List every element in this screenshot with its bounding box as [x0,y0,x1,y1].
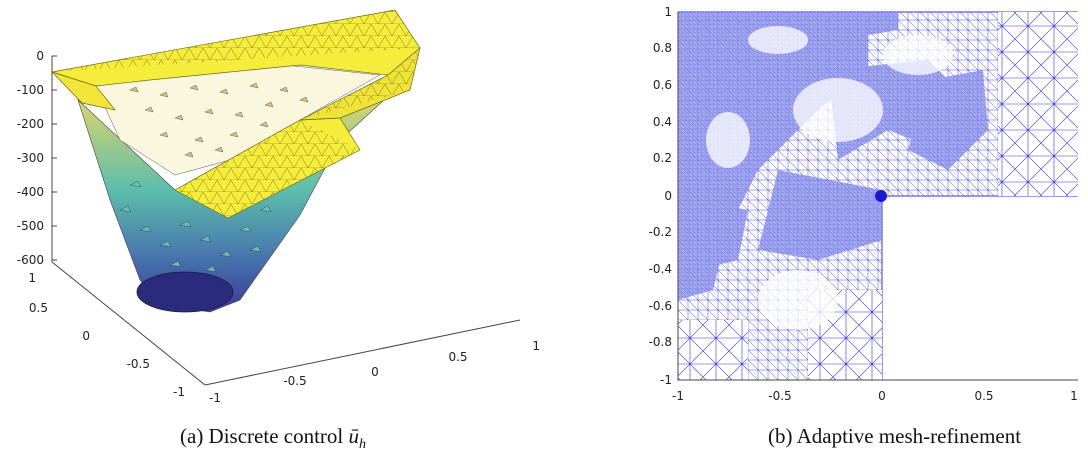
z-tick-label: -500 [17,219,44,233]
mesh-y-tick-label: -1 [660,373,672,387]
z-axis-ticks: 0 -100 -200 -300 -400 -500 -600 [17,49,57,267]
mesh-x-tick-label: -0.5 [768,389,791,403]
mesh-x-axis-ticks: -1 -0.5 0 0.5 1 [672,389,1078,403]
z-tick-label: -400 [17,185,44,199]
y-tick-label: 0 [82,329,90,343]
caption-b: (b) Adaptive mesh-refinement [768,424,1021,449]
mesh-y-tick-label: 0 [664,189,672,203]
z-tick-label: -100 [17,83,44,97]
caption-a-symbol: ū [348,424,360,448]
z-tick-label: 0 [36,49,44,63]
mesh-x-tick-label: 0.5 [974,389,993,403]
caption-a-text: (a) Discrete control [180,424,344,448]
surface-plane-left [51,71,116,111]
x-tick-label: 0.5 [448,350,467,364]
z-tick-label: -600 [17,253,44,267]
mesh-y-tick-label: 0.4 [653,115,672,129]
surface-bottom [136,271,234,313]
figure-a-surface-plot: 0 -100 -200 -300 -400 -500 -600 1 0.5 0 … [17,9,540,405]
mesh-y-axis-ticks: 1 0.8 0.6 0.4 0.2 0 -0.2 -0.4 -0.6 -0.8 … [649,5,672,387]
caption-b-text: (b) Adaptive mesh-refinement [768,424,1022,448]
y-tick-label: 1 [28,271,36,285]
z-tick-label: -300 [17,151,44,165]
mesh-y-tick-label: -0.2 [649,225,672,239]
mesh-y-tick-label: 0.8 [653,41,672,55]
x-tick-label: -0.5 [283,374,306,388]
mesh-y-tick-label: 0.6 [653,78,672,92]
mesh-x-tick-label: -1 [672,389,684,403]
x-axis-ticks: -1 -0.5 0 0.5 1 [209,339,540,405]
mesh-light-patches [706,26,953,330]
mesh-y-tick-label: 0.2 [653,151,672,165]
y-tick-label: -1 [173,385,185,399]
figure-b-mesh-plot: 1 0.8 0.6 0.4 0.2 0 -0.2 -0.4 -0.6 -0.8 … [649,5,1078,403]
mesh-y-tick-label: -0.8 [649,335,672,349]
mesh-y-tick-label: -0.6 [649,299,672,313]
caption-a-subscript: h [359,437,367,453]
x-tick-label: 0 [371,365,379,379]
mesh-x-tick-label: 0 [878,389,886,403]
mesh-x-tick-label: 1 [1070,389,1078,403]
caption-a: (a) Discrete control ūh [180,424,366,453]
z-tick-label: -200 [17,117,44,131]
mesh-y-tick-label: -0.4 [649,262,672,276]
mesh-corner-refinement [875,190,887,202]
mesh-y-tick-label: 1 [664,5,672,19]
y-tick-label: -0.5 [127,357,150,371]
y-axis-ticks: 1 0.5 0 -0.5 -1 [28,271,185,399]
y-tick-label: 0.5 [29,301,48,315]
x-tick-label: -1 [209,391,221,405]
x-tick-label: 1 [532,339,540,353]
